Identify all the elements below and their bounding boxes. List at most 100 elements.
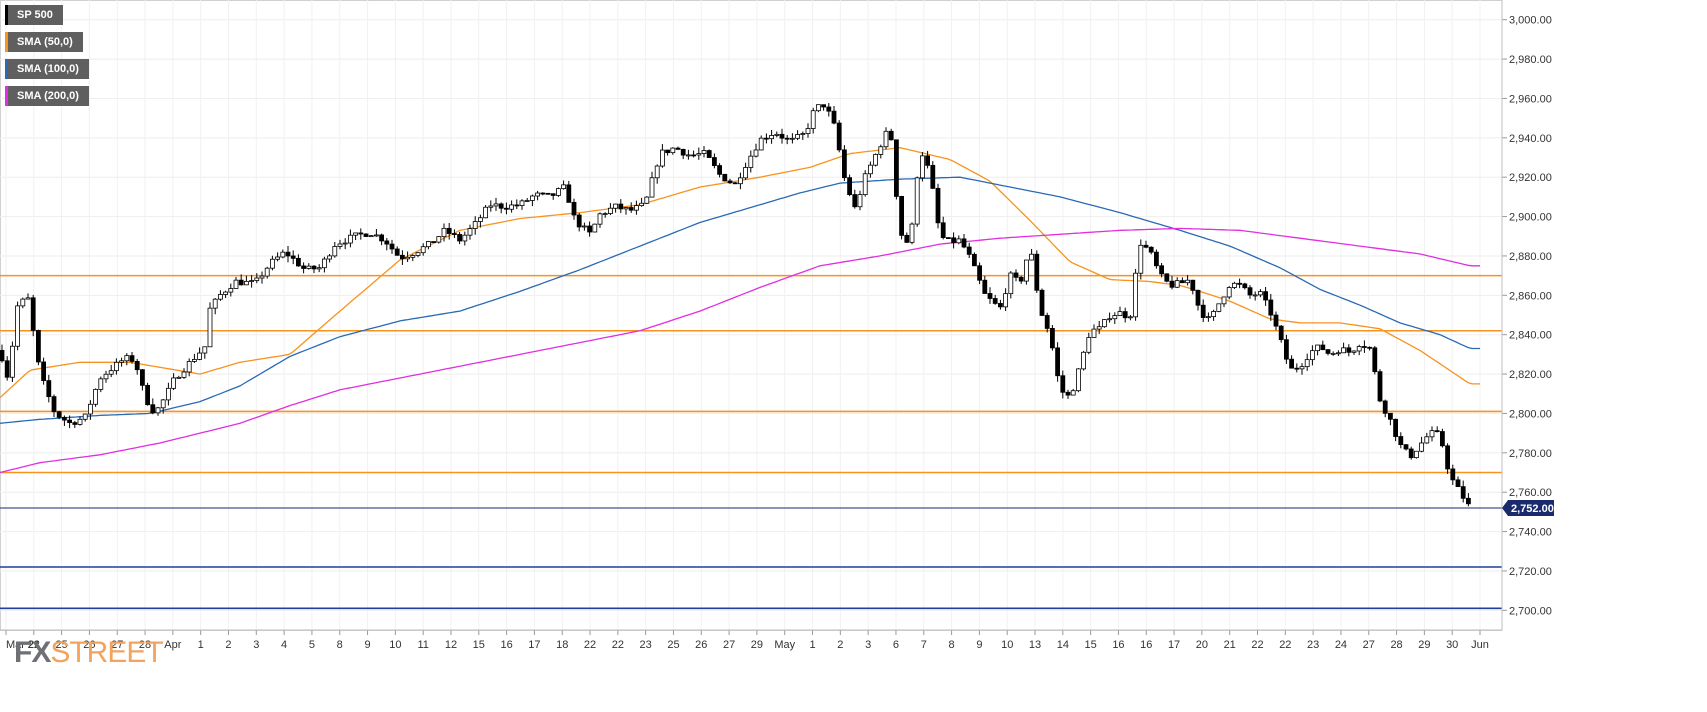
candle-body-up (1226, 287, 1232, 298)
legend-item-sma50[interactable]: SMA (50,0) (5, 32, 83, 52)
candle-body-down (1268, 299, 1274, 316)
x-tick-label: 22 (584, 639, 596, 651)
y-tick-label: 2,800.00 (1509, 408, 1552, 420)
x-tick-label: 15 (473, 639, 485, 651)
candle (920, 152, 925, 182)
candle (1003, 288, 1008, 311)
candle-body-down (1060, 375, 1066, 393)
candle-body-down (712, 157, 717, 166)
candle-body-up (332, 246, 338, 257)
candle (894, 139, 899, 200)
candle (524, 197, 530, 203)
candle (46, 374, 52, 403)
candle (1294, 363, 1300, 373)
legend-item-sma100[interactable]: SMA (100,0) (5, 59, 89, 79)
candle (722, 173, 728, 182)
candle (1408, 446, 1414, 460)
x-tick-label: May (774, 639, 795, 651)
candle-body-down (894, 139, 899, 197)
candle-body-up (269, 258, 275, 269)
candle (1403, 444, 1409, 451)
candle-body-up (20, 298, 26, 307)
candle (951, 232, 956, 249)
logo-street: STREET (50, 636, 163, 669)
candle (405, 251, 411, 263)
candle-body-down (457, 234, 463, 242)
candle-body-up (670, 147, 676, 154)
candle-body-down (285, 251, 291, 257)
candle-body-up (108, 370, 114, 375)
y-tick-label: 2,840.00 (1509, 330, 1552, 342)
candle-body-up (1086, 337, 1092, 353)
candle-body-down (1154, 251, 1159, 267)
candle-body-down (904, 234, 910, 243)
candle-body-up (425, 241, 431, 248)
candle-body-up (462, 234, 468, 242)
candle-body-down (618, 203, 624, 210)
candle-body-down (1050, 328, 1055, 349)
candle-body-up (1429, 430, 1435, 438)
candle (758, 135, 764, 151)
candle (940, 216, 946, 240)
candle (1143, 240, 1149, 249)
candle (171, 373, 177, 391)
candle (618, 199, 624, 214)
legend-item-sma200[interactable]: SMA (200,0) (5, 86, 89, 106)
candle (1315, 344, 1320, 356)
candle (790, 133, 795, 144)
candle (1206, 312, 1211, 322)
candle-body-up (883, 130, 889, 148)
candle (764, 133, 769, 144)
candle-body-down (1159, 265, 1164, 275)
candle-body-up (634, 205, 639, 211)
legend-item-sp500[interactable]: SP 500 (5, 5, 63, 25)
candle-body-up (98, 378, 104, 390)
candle-body-down (1242, 283, 1248, 289)
legend-label: SMA (200,0) (17, 90, 79, 102)
candle (4, 356, 10, 381)
candle (129, 351, 135, 364)
candle-body-up (212, 298, 218, 309)
candle (868, 161, 873, 178)
candle-body-up (1112, 315, 1118, 320)
candle-body-up (878, 146, 884, 155)
candle-body-down (384, 240, 390, 245)
candle-body-down (1445, 445, 1450, 470)
candle (821, 104, 826, 111)
candle-body-up (774, 133, 780, 136)
candle (20, 297, 26, 309)
candle (852, 189, 858, 209)
candle-body-up (800, 133, 806, 135)
candle (1133, 268, 1138, 321)
candle-body-down (831, 110, 837, 124)
candle (1429, 426, 1435, 442)
candle-body-down (1148, 246, 1154, 253)
candle-body-down (1039, 289, 1045, 316)
candle-body-down (1367, 346, 1372, 349)
candle (930, 161, 936, 190)
candle (1367, 346, 1372, 351)
x-tick-label: 16 (500, 639, 512, 651)
candle (139, 368, 145, 391)
candle-body-up (613, 203, 618, 209)
candle (1117, 306, 1123, 316)
candle (165, 382, 171, 406)
candle (784, 135, 790, 145)
candle-body-up (1221, 296, 1227, 305)
candle-body-down (888, 130, 894, 141)
candle-body-up (15, 305, 21, 347)
candle-body-down (1388, 412, 1393, 420)
candle-body-up (1185, 279, 1190, 284)
candle-body-down (982, 279, 988, 294)
candle-body-down (1362, 346, 1367, 348)
candle (654, 164, 660, 184)
candle (1372, 346, 1378, 375)
candle (1299, 363, 1305, 375)
x-tick-label: 8 (949, 639, 955, 651)
candle-body-down (576, 214, 582, 228)
candle (946, 237, 951, 239)
candle (935, 183, 941, 229)
candle (477, 214, 483, 228)
candle (462, 231, 468, 246)
candle-body-down (1372, 347, 1378, 373)
